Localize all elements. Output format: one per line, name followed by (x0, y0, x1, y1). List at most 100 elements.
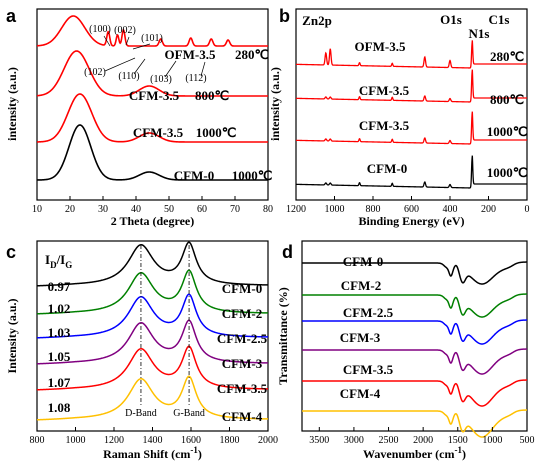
panel-a-series-label-3: OFM-3.5 (165, 47, 216, 62)
panel-c-series-label-3: CFM-3 (222, 356, 263, 371)
panel-a-series-temp-0: 1000℃ (232, 168, 273, 183)
panel-a-series-line-2 (36, 50, 268, 97)
panel-c-ratio-header: ID/IG (45, 252, 72, 270)
panel-b-xtick-label-6: 0 (525, 204, 530, 215)
panel-b-series-line-3 (295, 40, 527, 69)
panel-c-series-line-3 (36, 319, 269, 365)
panel-b-xtick-label-2: 800 (366, 204, 381, 215)
panel-c-ratio-header-main: I (45, 252, 50, 267)
panel-b-series-temp-2: 800℃ (490, 92, 524, 107)
panel-d-xtick-label-1: 3000 (344, 435, 364, 446)
panel-b-series-label-2: CFM-3.5 (359, 83, 410, 98)
panel-b-series-label-1: CFM-3.5 (359, 118, 410, 133)
panel-a-hkl-2: (101) (141, 33, 163, 44)
panel-c-ratio-1: 1.02 (48, 301, 71, 316)
panel-c-xlabel: Raman Shift (cm-1) (103, 445, 202, 461)
panel-c-xlabel-end: ) (198, 447, 202, 461)
panel-c-series-label-2: CFM-2.5 (217, 331, 268, 346)
panel-a-hkl-leader-0 (103, 35, 111, 47)
panel-b-xtick-label-4: 400 (443, 204, 458, 215)
panel-d-series-line-1 (302, 293, 528, 318)
panel-b-xtick-label-5: 200 (481, 204, 496, 215)
panel-d-label: d (282, 242, 293, 262)
panel-d-xtick-label-4: 1500 (448, 435, 468, 446)
panel-c-d-band-label: D-Band (125, 408, 157, 419)
panel-c-xtick-label-4: 1600 (181, 435, 201, 446)
panel-d-series-line-3 (302, 348, 528, 375)
panel-d-xlabel-main: Wavenumber (cm (363, 447, 454, 461)
panel-b-series-label-3: OFM-3.5 (355, 39, 406, 54)
panel-a-series-label-2: CFM-3.5 (129, 88, 180, 103)
panel-a-hkl-leader-5 (164, 60, 177, 78)
panel-d-series-label-1: CFM-2 (341, 278, 381, 293)
panel-b-label: b (279, 6, 290, 26)
panel-c-ratio-3: 1.05 (48, 349, 71, 364)
panel-b-xtick-label-0: 1200 (286, 204, 306, 215)
panel-b-xtick-label-3: 600 (404, 204, 419, 215)
panel-c-series-line-2 (36, 293, 269, 339)
panel-d-series-line-0 (302, 261, 528, 285)
panel-b-xlabel: Binding Energy (eV) (358, 214, 464, 228)
panel-c-series-label-5: CFM-4 (222, 409, 263, 424)
panel-a-hkl-leader-3 (104, 57, 136, 72)
panel-b-ylabel: intensity (a.u.) (268, 67, 282, 141)
panel-c-xtick-label-6: 2000 (258, 435, 278, 446)
panel-d-series-label-4: CFM-3.5 (343, 362, 394, 377)
panel-c-xtick-label-5: 1800 (220, 435, 240, 446)
panel-a-hkl-leader-1 (125, 36, 130, 46)
panel-a-hkl-leader-6 (200, 61, 206, 77)
panel-a-hkl-6: (112) (185, 73, 206, 84)
panel-c-label: c (6, 242, 16, 262)
panel-a-hkl-leader-4 (133, 58, 146, 75)
panel-c-xtick-label-0: 800 (30, 435, 45, 446)
panel-d-xlabel: Wavenumber (cm-1) (363, 445, 466, 461)
panel-d-series-label-0: CFM-0 (343, 254, 383, 269)
panel-a-hkl-3: (102) (84, 67, 106, 78)
panel-a-series-label-0: CFM-0 (174, 168, 214, 183)
panel-a-label: a (6, 6, 17, 26)
panel-a-series-temp-2: 800℃ (195, 88, 229, 103)
panel-d-series-label-2: CFM-2.5 (343, 305, 394, 320)
panel-d-frame (301, 240, 528, 432)
panel-c-series-line-5 (36, 375, 269, 421)
panel-b-series-temp-1: 1000℃ (487, 124, 528, 139)
panel-d-xtick-label-2: 2500 (379, 435, 399, 446)
panel-d-series-line-4 (302, 379, 528, 407)
panel-c-series-label-0: CFM-0 (222, 281, 262, 296)
panel-b-xtick-label-1: 1000 (325, 204, 345, 215)
panel-d-series-line-5 (302, 409, 528, 438)
panel-a-series-label-1: CFM-3.5 (133, 125, 184, 140)
panel-d-xtick-label-6: 500 (520, 435, 535, 446)
panel-c-ylabel: Intensity (a.u.) (5, 298, 19, 373)
panel-c-series-label-1: CFM-2 (222, 306, 262, 321)
panel-a-series-temp-3: 280℃ (235, 47, 269, 62)
panel-a-hkl-4: (110) (118, 71, 139, 82)
panel-c-ratio-header-sub2: G (65, 260, 72, 270)
panel-a-xtick-label-0: 10 (32, 204, 42, 215)
panel-b-series-temp-0: 1000℃ (487, 165, 528, 180)
panel-a-xtick-label-3: 40 (131, 204, 141, 215)
panel-c-ratio-header-sub1: D (50, 260, 57, 270)
panel-c-xtick-label-2: 1200 (104, 435, 124, 446)
panel-c-xtick-label-1: 1000 (66, 435, 86, 446)
panel-c-ratio-header-mid: /I (56, 252, 66, 267)
panel-d-series-line-2 (302, 319, 528, 345)
panel-d-xtick-label-3: 2000 (413, 435, 433, 446)
panel-c-series-line-4 (36, 345, 269, 391)
panel-a-hkl-leader-2 (132, 43, 151, 50)
panel-b-peak-label-2: N1s (469, 26, 490, 41)
panel-c-series-label-4: CFM-3.5 (217, 381, 268, 396)
panel-a-hkl-1: (002) (114, 25, 136, 36)
panel-c-series-line-1 (36, 269, 269, 315)
panel-d-ylabel: Transmittance (%) (276, 287, 290, 384)
panel-c-xtick-label-3: 1400 (143, 435, 163, 446)
panel-a-xtick-label-6: 70 (230, 204, 240, 215)
panel-a-series-line-3 (36, 15, 268, 47)
panel-a-xtick-label-1: 20 (65, 204, 75, 215)
panel-b-series-temp-3: 280℃ (490, 49, 524, 64)
panel-a-hkl-0: (100) (89, 24, 111, 35)
panel-d-xlabel-sup: -1 (454, 445, 462, 455)
panel-c-xlabel-sup: -1 (190, 445, 198, 455)
panel-c-g-band-label: G-Band (173, 408, 205, 419)
